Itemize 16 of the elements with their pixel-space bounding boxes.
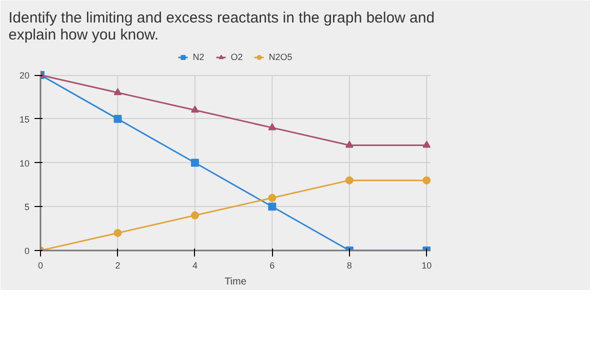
- legend-label: N2O5: [268, 52, 292, 62]
- x-tick-label: 10: [422, 260, 432, 270]
- legend-label: N2: [192, 52, 206, 62]
- legend-label: O2: [230, 52, 244, 62]
- x-tick-label: 0: [38, 260, 44, 270]
- y-tick-label: 20: [19, 70, 30, 81]
- x-tick-label: 8: [346, 260, 352, 270]
- x-tick-label: 2: [115, 260, 120, 270]
- chart-title: Identify the limiting and excess reactants in the graph below and explain how you know.: [8, 10, 435, 44]
- y-tick-label: 10: [19, 158, 30, 168]
- x-tick-label: 4: [192, 260, 198, 270]
- y-tick-label: 5: [24, 202, 30, 212]
- x-tick-label: 6: [270, 260, 275, 270]
- x-axis-title: Time: [224, 276, 247, 288]
- y-tick-label: 15: [19, 114, 30, 124]
- y-tick-label: 0: [24, 246, 30, 256]
